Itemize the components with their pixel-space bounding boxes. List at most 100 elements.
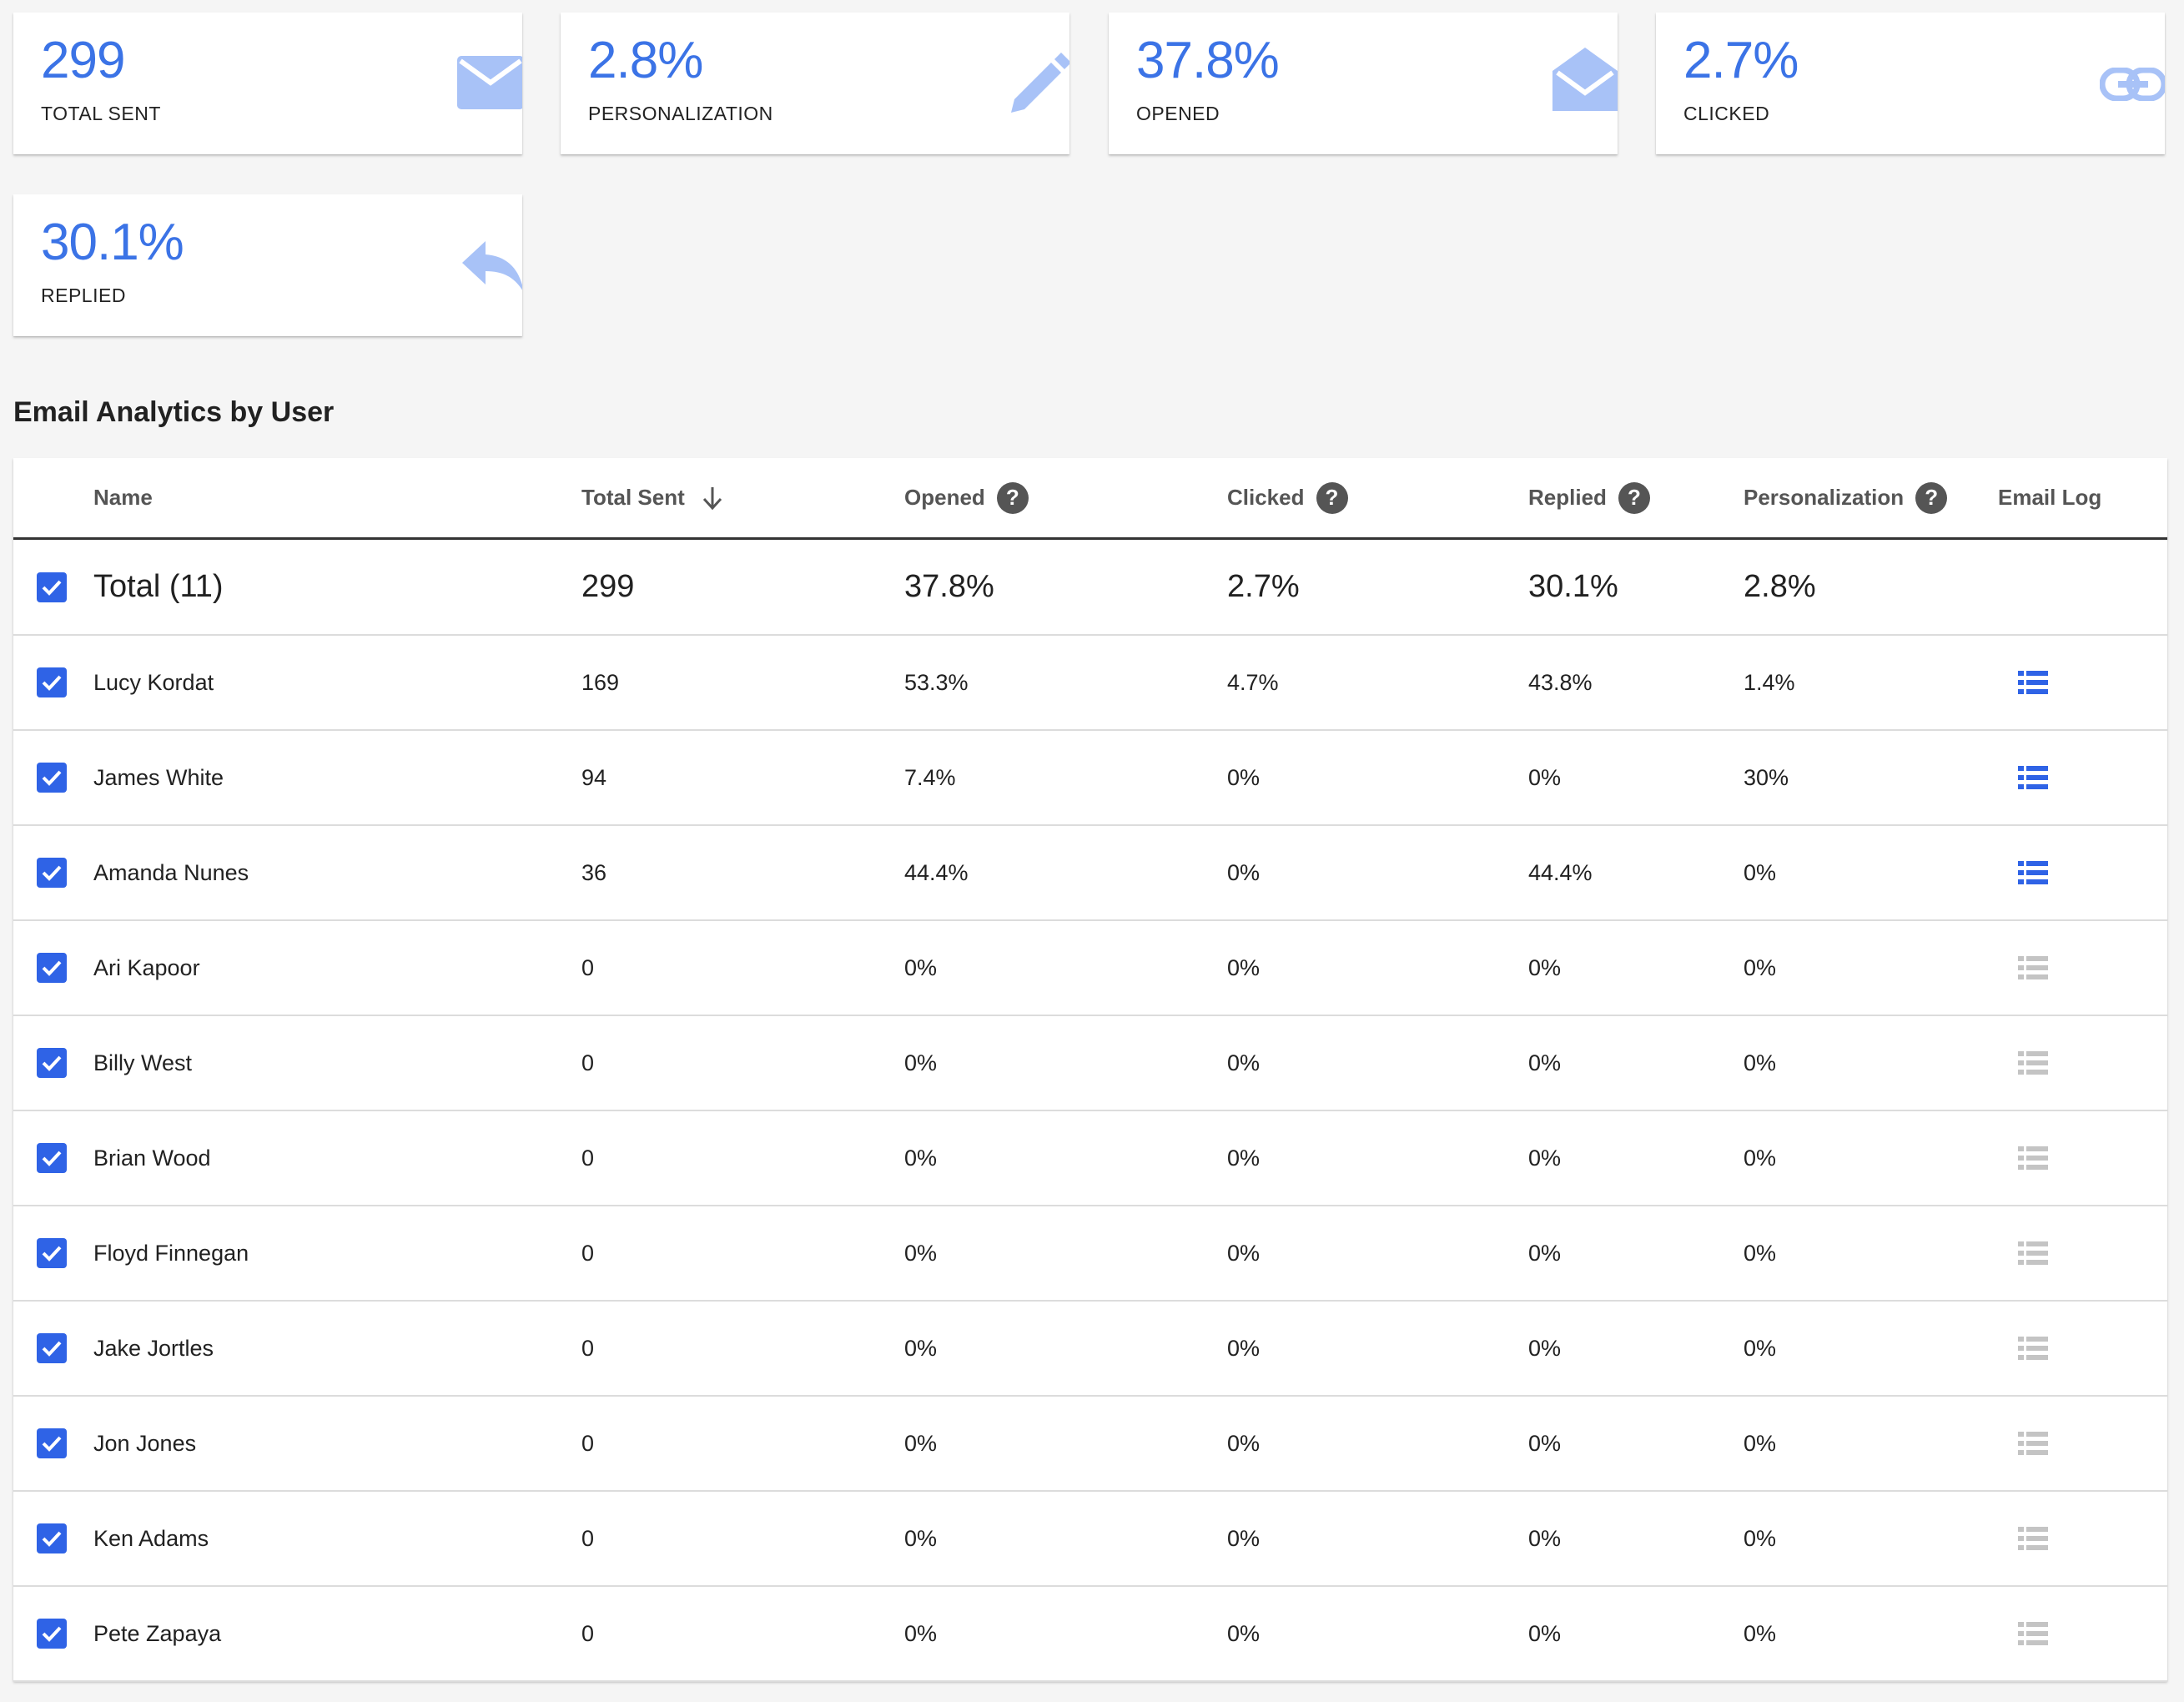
row-name: Ari Kapoor [93,954,200,980]
section-title: Email Analytics by User [13,396,335,428]
header-replied-label: Replied [1528,485,1607,510]
row-replied: 0% [1528,954,1562,980]
row-checkbox-cell [37,636,67,729]
email-log-icon[interactable] [2008,766,2058,789]
row-replied: 0% [1528,1240,1562,1266]
total-personalization: 2.8% [1744,569,1816,604]
row-checkbox-cell [37,921,67,1015]
email-log-icon [2008,1337,2058,1360]
row-replied: 0% [1528,1620,1562,1646]
row-sent: 0 [581,1050,595,1075]
row-personalization: 0% [1744,954,1777,980]
row-checkbox[interactable] [37,1333,67,1363]
row-checkbox[interactable] [37,1428,67,1458]
stat-value: 30.1% [41,214,184,271]
help-icon[interactable]: ? [1915,481,1948,514]
stat-value: 2.8% [588,32,703,89]
row-clicked: 0% [1227,1050,1261,1075]
row-checkbox[interactable] [37,1523,67,1553]
row-opened: 0% [904,954,938,980]
row-replied: 43.8% [1528,669,1593,695]
row-name: Lucy Kordat [93,669,214,695]
sort-down-icon[interactable] [702,486,723,511]
header-personalization-label: Personalization [1744,485,1905,510]
row-checkbox-cell [37,1397,67,1490]
row-checkbox-cell [37,1111,67,1205]
row-checkbox-cell [37,1302,67,1395]
row-name: James White [93,764,224,790]
row-sent: 0 [581,1430,595,1456]
row-clicked: 0% [1227,954,1261,980]
row-sent: 0 [581,1335,595,1361]
row-checkbox-cell [37,731,67,824]
row-email-log-cell [1998,636,2058,729]
row-clicked: 0% [1227,1525,1261,1551]
row-opened: 0% [904,1050,938,1075]
row-email-log-cell [1998,1302,2058,1395]
row-clicked: 0% [1227,1430,1261,1456]
row-checkbox[interactable] [37,667,67,697]
row-checkbox[interactable] [37,1143,67,1173]
row-sent: 0 [581,1240,595,1266]
row-clicked: 0% [1227,764,1261,790]
table-row: Ken Adams 0 0% 0% 0% 0% [13,1492,2167,1587]
table-row: Amanda Nunes 36 44.4% 0% 44.4% 0% [13,826,2167,921]
row-personalization: 0% [1744,1525,1777,1551]
email-log-icon [2008,1432,2058,1455]
table-header: Name Total Sent Opened ? Clicked ? Repli… [13,458,2167,540]
row-email-log-cell [1998,1587,2058,1680]
header-name[interactable]: Name [93,485,153,510]
header-personalization[interactable]: Personalization ? [1744,458,1948,537]
stat-value: 2.7% [1683,32,1799,89]
row-clicked: 0% [1227,859,1261,885]
row-checkbox[interactable] [37,953,67,983]
row-name: Ken Adams [93,1525,209,1551]
row-checkbox-cell [37,1587,67,1680]
row-checkbox[interactable] [37,763,67,793]
table-row: Brian Wood 0 0% 0% 0% 0% [13,1111,2167,1206]
email-log-icon [2008,1241,2058,1265]
row-checkbox[interactable] [37,858,67,888]
row-opened: 0% [904,1335,938,1361]
row-checkbox[interactable] [37,1048,67,1078]
header-opened[interactable]: Opened ? [904,458,1029,537]
header-total-sent[interactable]: Total Sent [581,458,723,537]
pencil-icon [1009,48,1069,118]
help-icon[interactable]: ? [1316,481,1348,514]
link-icon [2099,67,2165,105]
total-replied: 30.1% [1528,569,1618,604]
email-log-icon [2008,1527,2058,1550]
email-log-icon[interactable] [2008,671,2058,694]
header-clicked[interactable]: Clicked ? [1227,458,1348,537]
row-replied: 0% [1528,1430,1562,1456]
help-icon[interactable]: ? [996,481,1029,514]
row-clicked: 4.7% [1227,669,1279,695]
help-icon[interactable]: ? [1618,481,1650,514]
stat-label: OPENED [1136,103,1220,124]
email-log-icon[interactable] [2008,861,2058,884]
table-row: James White 94 7.4% 0% 0% 30% [13,731,2167,826]
row-clicked: 0% [1227,1335,1261,1361]
header-clicked-label: Clicked [1227,485,1305,510]
row-replied: 0% [1528,1050,1562,1075]
stat-card-personalization: 2.8% PERSONALIZATION [561,13,1069,154]
row-clicked: 0% [1227,1240,1261,1266]
row-checkbox[interactable] [37,1619,67,1649]
row-name: Amanda Nunes [93,859,249,885]
row-name: Pete Zapaya [93,1620,222,1646]
row-clicked: 0% [1227,1145,1261,1171]
header-total-sent-label: Total Sent [581,485,685,510]
row-checkbox-cell [37,1206,67,1300]
row-sent: 0 [581,1525,595,1551]
row-sent: 36 [581,859,607,885]
table-row: Pete Zapaya 0 0% 0% 0% 0% [13,1587,2167,1682]
stat-label: TOTAL SENT [41,103,161,124]
row-sent: 0 [581,1145,595,1171]
row-personalization: 0% [1744,1620,1777,1646]
total-checkbox[interactable] [37,572,67,602]
row-checkbox[interactable] [37,1238,67,1268]
header-replied[interactable]: Replied ? [1528,458,1650,537]
row-opened: 0% [904,1620,938,1646]
table-row: Ari Kapoor 0 0% 0% 0% 0% [13,921,2167,1016]
row-clicked: 0% [1227,1620,1261,1646]
